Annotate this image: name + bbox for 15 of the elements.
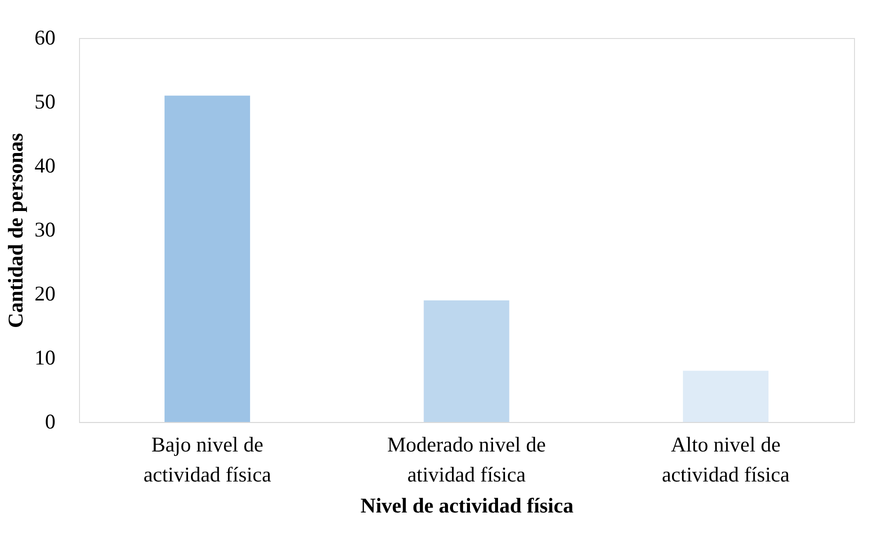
- y-tick-label: 30: [34, 218, 56, 242]
- y-tick-label: 20: [34, 282, 56, 306]
- y-tick-label: 10: [34, 346, 56, 370]
- bar: [424, 300, 510, 422]
- x-axis-title: Nivel de actividad física: [360, 494, 574, 518]
- y-tick-label: 40: [34, 154, 56, 178]
- y-tick-label: 50: [34, 90, 56, 114]
- x-tick-label: Moderado nivel de atividad física: [387, 432, 546, 486]
- x-tick-label: Alto nivel de actividad física: [662, 432, 790, 486]
- y-tick-label: 60: [34, 26, 56, 50]
- y-tick-label: 0: [45, 410, 56, 434]
- y-axis-title: Cantidad de personas: [4, 133, 28, 328]
- bar: [682, 370, 768, 422]
- bar: [164, 96, 250, 422]
- x-tick-label: Bajo nivel de actividad física: [143, 432, 272, 486]
